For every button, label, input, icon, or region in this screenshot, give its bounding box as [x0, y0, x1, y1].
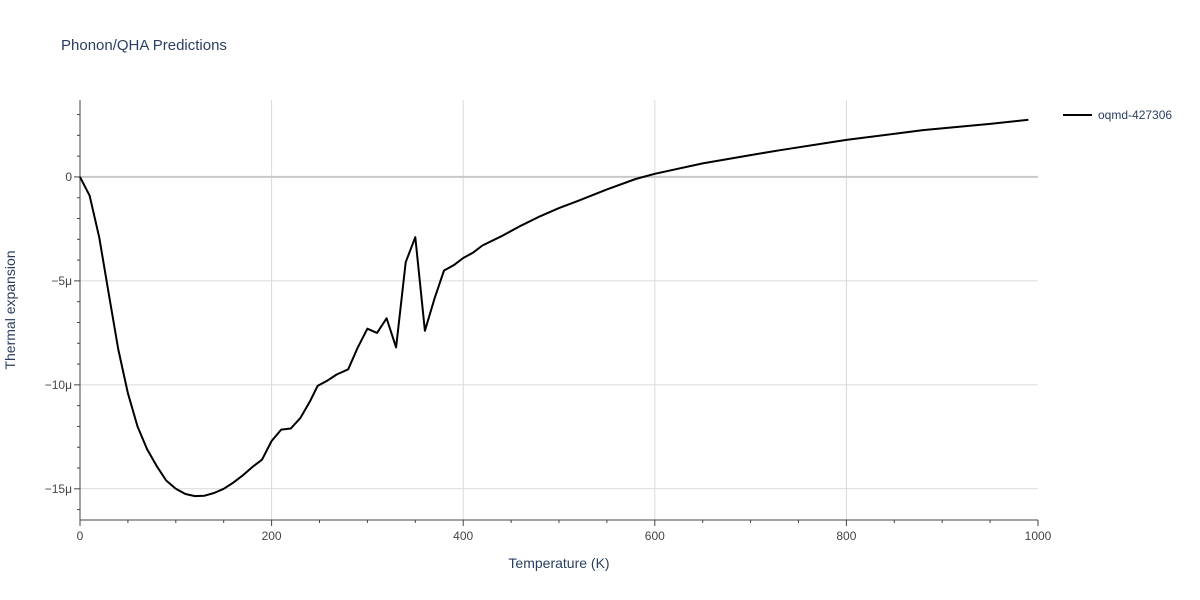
series-group [79, 118, 1029, 498]
y-axis-ticks: 0 −5μ −10μ −15μ [45, 114, 80, 511]
y-tick-label: −15μ [45, 482, 72, 496]
x-axis-ticks: 0 200 400 600 800 1000 [77, 520, 1052, 543]
x-axis-title: Temperature (K) [508, 555, 609, 571]
x-tick-label: 400 [453, 529, 473, 543]
y-tick-label: 0 [65, 170, 72, 184]
x-tick-label: 800 [836, 529, 856, 543]
x-tick-label: 200 [262, 529, 282, 543]
y-tick-label: −10μ [45, 378, 72, 392]
series-line [79, 118, 1029, 498]
x-tick-label: 0 [77, 529, 84, 543]
gridlines [80, 100, 1038, 520]
y-axis-title: Thermal expansion [2, 250, 18, 369]
x-tick-label: 1000 [1025, 529, 1052, 543]
y-tick-label: −5μ [51, 274, 72, 288]
legend[interactable]: oqmd-427306 [1063, 108, 1172, 122]
chart-title: Phonon/QHA Predictions [61, 37, 227, 54]
legend-label[interactable]: oqmd-427306 [1098, 108, 1172, 122]
x-tick-label: 600 [645, 529, 665, 543]
